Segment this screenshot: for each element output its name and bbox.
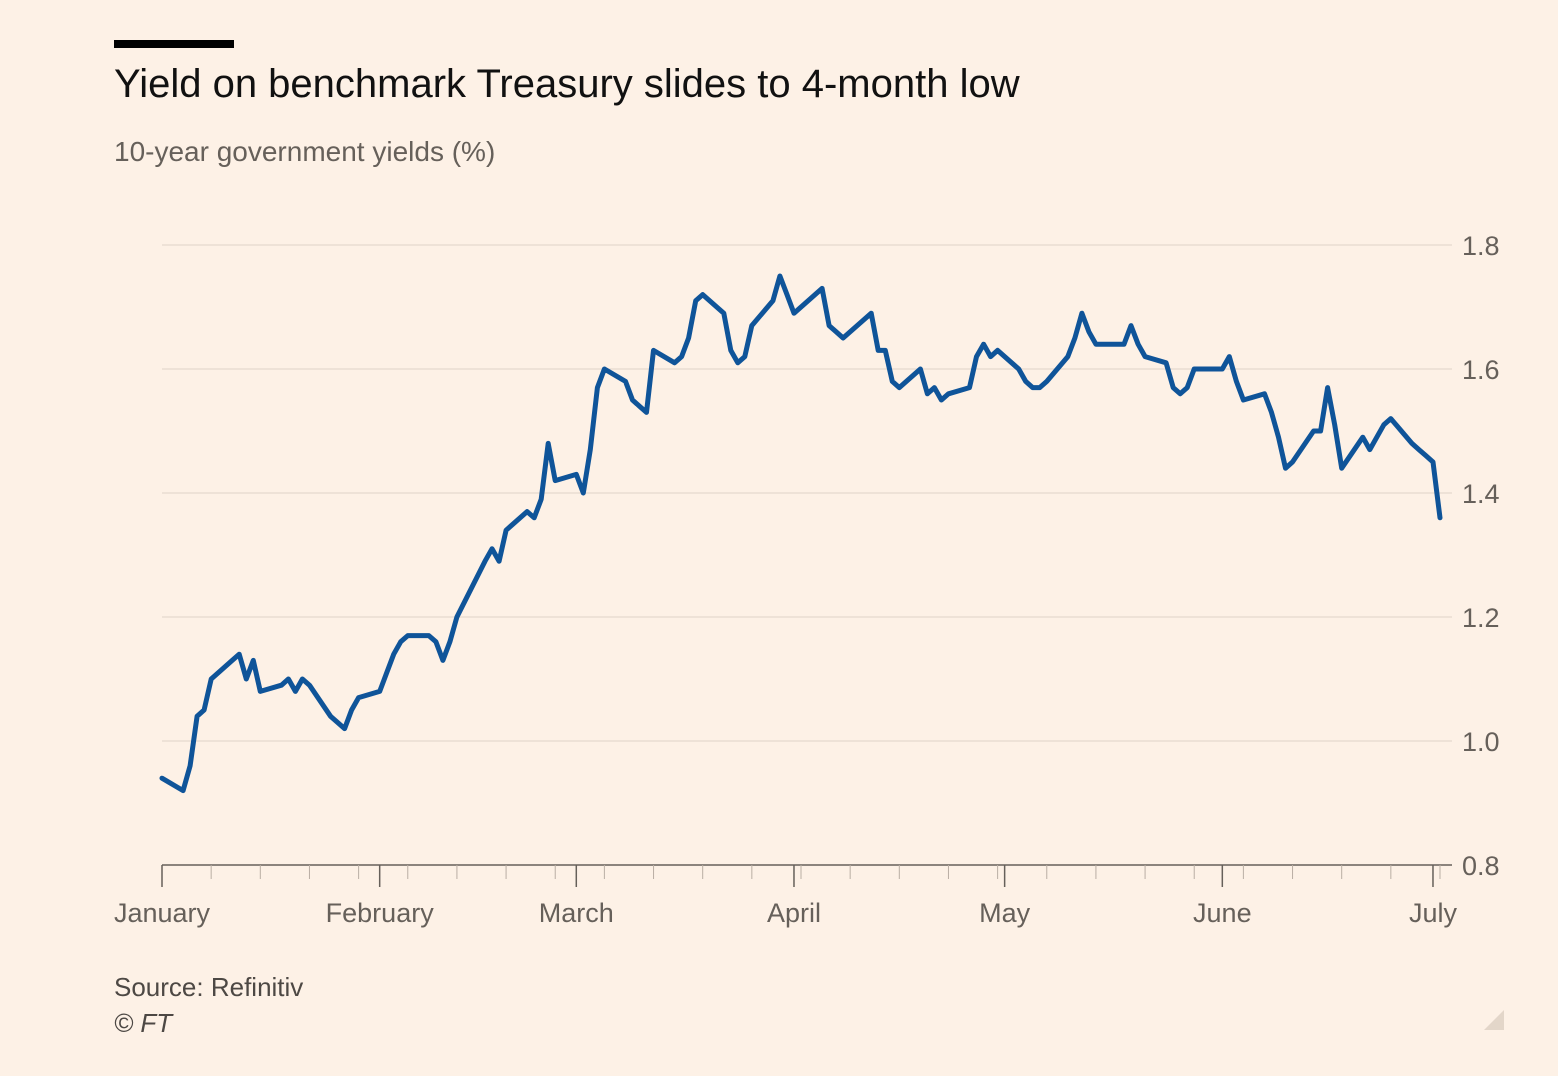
x-tick-label: March [539,898,614,928]
y-tick-label: 1.2 [1462,603,1500,633]
y-tick-label: 1.4 [1462,479,1500,509]
series-layer [159,273,1443,794]
y-tick-label: 1.0 [1462,727,1500,757]
series-line [159,273,1443,794]
y-tick-label: 1.6 [1462,355,1500,385]
chart-title: Yield on benchmark Treasury slides to 4-… [114,62,1020,106]
y-tick-label: 1.8 [1462,231,1500,261]
y-tick-label: 0.8 [1462,851,1500,881]
grid-lines [162,244,1452,866]
copyright-note: © FT [114,1008,173,1038]
x-tick-label: April [767,898,821,928]
chart-subtitle: 10-year government yields (%) [114,136,496,167]
resize-corner-icon [1484,1010,1504,1030]
y-axis: 0.8 1.0 1.2 1.4 1.6 1.8 [1462,231,1500,881]
x-tick-label: February [326,898,435,928]
x-tick-label: June [1193,898,1252,928]
x-tick-label: May [979,898,1031,928]
x-tick-label: January [114,898,211,928]
source-note: Source: Refinitiv [114,972,304,1002]
header-accent-bar [114,40,234,48]
x-tick-label: July [1409,898,1458,928]
x-axis: January February March April May June July [114,865,1458,928]
